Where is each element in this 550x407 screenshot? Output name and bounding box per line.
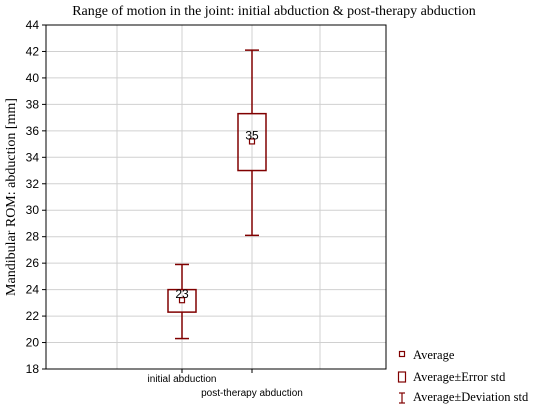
y-tick-label: 28	[26, 230, 40, 244]
series-group: 35	[237, 49, 267, 237]
legend-item: Average	[398, 348, 455, 362]
y-tick-label: 30	[26, 203, 40, 217]
legend-label: Average	[413, 348, 455, 362]
x-axis-ticks: initial abduction post-therapy abduction	[148, 369, 303, 399]
average-marker-icon	[398, 350, 406, 358]
plot-frame	[45, 24, 387, 370]
y-axis-ticks: 18 20 22 24 26 28 30 32 34 36 38 40 42 44	[26, 18, 46, 376]
y-tick-label: 38	[26, 97, 40, 111]
mean-value-label: 23	[175, 287, 189, 301]
error-box	[167, 288, 197, 313]
x-tick-label: initial abduction	[148, 374, 217, 385]
y-tick-label: 22	[26, 309, 40, 323]
y-tick-label: 44	[26, 18, 40, 32]
legend-label: Average±Error std	[413, 370, 506, 384]
mean-marker	[248, 138, 256, 145]
y-tick-label: 40	[26, 71, 40, 85]
y-tick-label: 24	[26, 283, 40, 297]
error-box	[237, 112, 267, 172]
y-tick-label: 36	[26, 124, 40, 138]
series-group: 23	[167, 263, 197, 340]
legend: Average Average±Error std Average±Deviatio…	[397, 348, 529, 404]
y-tick-label: 34	[26, 150, 40, 164]
legend-label: Average±Deviation std	[413, 390, 529, 404]
y-tick-label: 26	[26, 256, 40, 270]
chart-title: Range of motion in the joint: initial ab…	[72, 4, 476, 19]
gridlines	[46, 25, 386, 369]
y-tick-label: 18	[26, 362, 40, 376]
whisker-icon	[399, 392, 405, 404]
legend-item: Average±Deviation std	[399, 390, 529, 404]
series-layer: 23 35	[167, 49, 267, 340]
mean-marker	[178, 297, 186, 304]
error-box-icon	[397, 371, 407, 383]
y-tick-label: 42	[26, 44, 40, 58]
mean-value-label: 35	[245, 128, 259, 142]
x-tick-label: post-therapy abduction	[201, 388, 303, 399]
y-axis-label: Mandibular ROM: abduction [mm]	[4, 98, 19, 296]
y-tick-label: 32	[26, 177, 40, 191]
legend-item: Average±Error std	[397, 370, 506, 384]
y-tick-label: 20	[26, 336, 40, 350]
